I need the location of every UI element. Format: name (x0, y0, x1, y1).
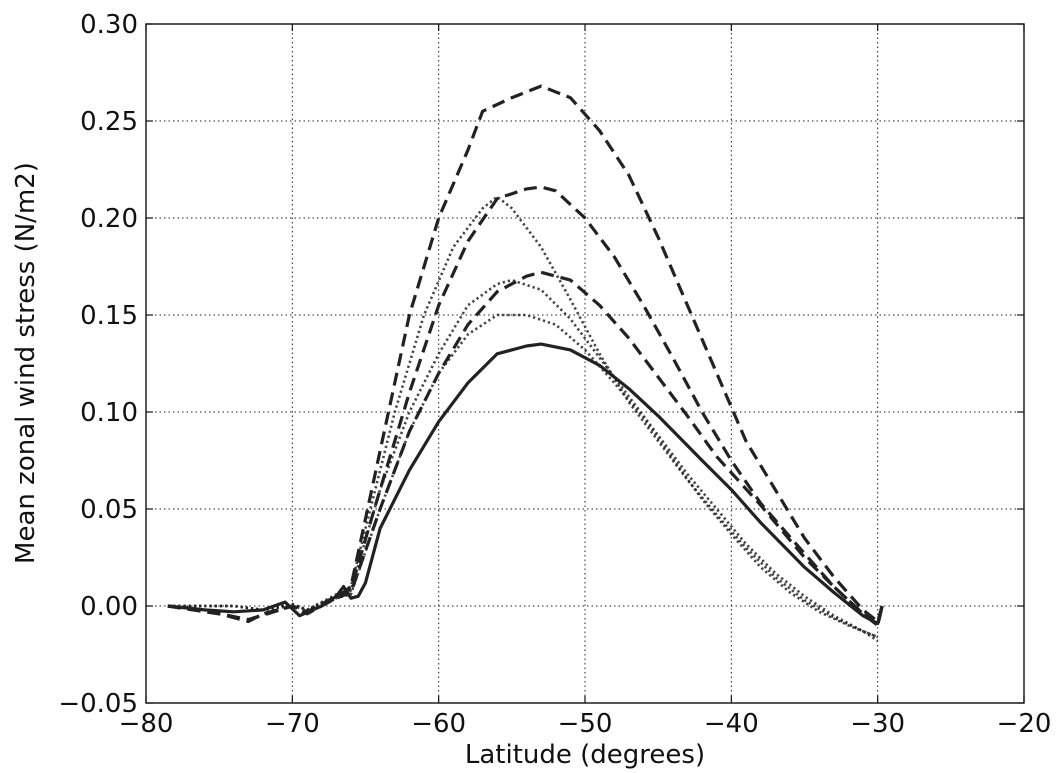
y-tick-label: −0.05 (58, 689, 138, 719)
y-tick-label: 0.20 (80, 204, 138, 234)
y-tick-label: 0.00 (80, 592, 138, 622)
series-line-dotted-7 (167, 195, 879, 639)
x-tick-label: −80 (119, 709, 174, 739)
x-tick-label: −20 (997, 709, 1052, 739)
grid-lines (146, 24, 1024, 703)
series-lines (167, 84, 884, 642)
y-axis-label: Mean zonal wind stress (N/m2) (11, 162, 41, 564)
y-tick-label: 0.25 (80, 107, 138, 137)
y-tick-label: 0.05 (80, 495, 138, 525)
x-tick-label: −50 (558, 709, 613, 739)
series-line-dashed-4 (167, 84, 884, 624)
y-tick-label: 0.15 (80, 301, 138, 331)
x-tick-labels: −80 −70 −60 −50 −40 −30 −20 (119, 709, 1052, 739)
x-tick-label: −60 (411, 709, 466, 739)
x-tick-label: −30 (850, 709, 905, 739)
y-tick-label: 0.30 (80, 10, 138, 40)
y-tick-labels: −0.05 0.00 0.05 0.10 0.15 0.20 0.25 0.30 (58, 10, 138, 719)
series-line-dotted-6 (167, 278, 879, 642)
series-line-dotted-5 (167, 313, 879, 639)
x-axis-label: Latitude (degrees) (465, 740, 705, 770)
x-tick-label: −70 (265, 709, 320, 739)
y-tick-label: 0.10 (80, 398, 138, 428)
axis-ticks (145, 23, 1025, 704)
series-line-dashed-3 (167, 185, 884, 627)
series-line-dashed-2 (167, 270, 884, 627)
x-tick-label: −40 (704, 709, 759, 739)
series-line-solid-1 (167, 342, 884, 626)
